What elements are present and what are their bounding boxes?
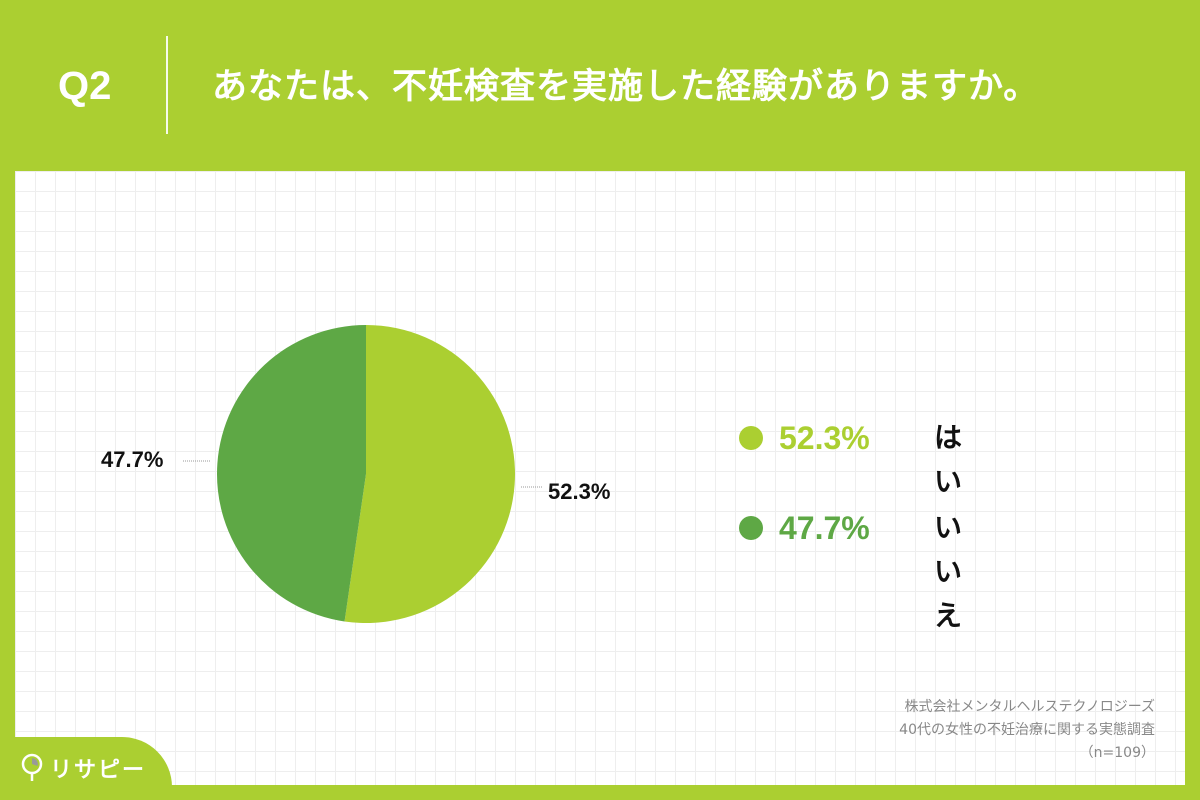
legend-dot-no-icon bbox=[739, 516, 763, 540]
leader-line-yes bbox=[521, 486, 543, 488]
data-label-yes: 52.3% bbox=[548, 479, 611, 504]
question-title: あなたは、不妊検査を実施した経験がありますか。 bbox=[212, 67, 1040, 107]
pin-chart-icon bbox=[21, 753, 43, 781]
legend-dot-yes-icon bbox=[739, 426, 763, 450]
logo: リサピー bbox=[20, 752, 146, 784]
question-number: Q2 bbox=[58, 64, 112, 108]
legend-label-yes: はい bbox=[934, 421, 963, 498]
data-label-no: 47.7% bbox=[101, 447, 164, 472]
source-company: 株式会社メンタルヘルステクノロジーズ bbox=[904, 699, 1155, 715]
leader-line-no bbox=[183, 460, 211, 462]
source-survey: 40代の女性の不妊治療に関する実態調査 bbox=[899, 722, 1155, 738]
pie-slice-no bbox=[216, 325, 366, 622]
source-sample-size: （n=109） bbox=[1079, 745, 1155, 761]
legend-label-no: いいえ bbox=[934, 511, 963, 632]
logo-text: リサピー bbox=[50, 758, 147, 783]
chart-panel: 47.7% 52.3% 52.3% はい 47.7% いいえ 株式会社メンタルヘ… bbox=[15, 171, 1185, 785]
source-note: 株式会社メンタルヘルステクノロジーズ 40代の女性の不妊治療に関する実態調査 （… bbox=[899, 696, 1155, 765]
header-divider bbox=[166, 36, 168, 134]
pie-chart bbox=[216, 325, 515, 623]
header: Q2 あなたは、不妊検査を実施した経験がありますか。 bbox=[0, 0, 1200, 170]
legend-pct-yes: 52.3% bbox=[779, 420, 870, 456]
legend-pct-no: 47.7% bbox=[779, 510, 870, 546]
pie-slice-yes bbox=[344, 325, 515, 623]
logo-tab bbox=[0, 737, 172, 800]
